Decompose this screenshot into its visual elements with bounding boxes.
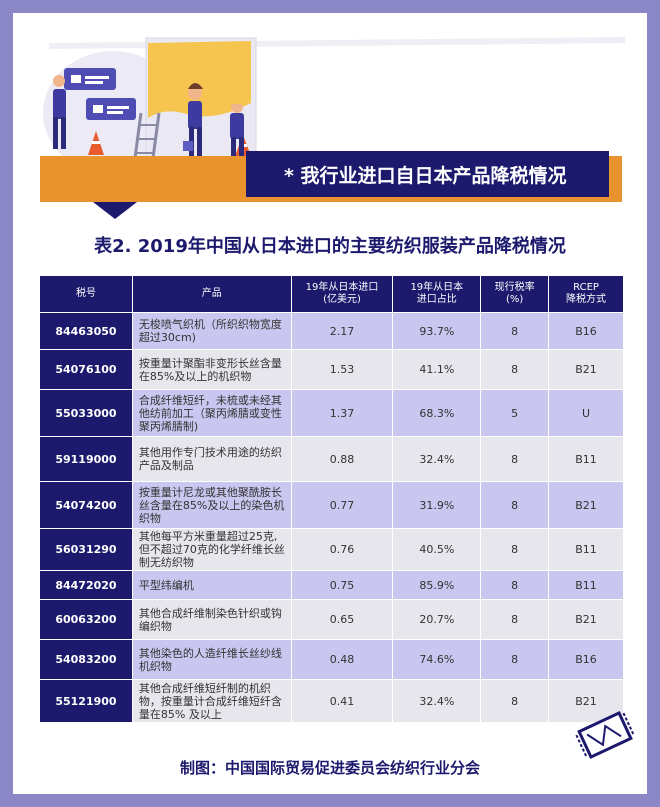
hs-code-cell: 54076100	[40, 350, 132, 389]
rcep-method-cell: B21	[549, 482, 623, 528]
product-cell: 无梭喷气织机（所织织物宽度超过30cm)	[132, 313, 291, 349]
hs-code-cell: 56031290	[40, 529, 132, 570]
product-cell: 其他用作专门技术用途的纺织产品及制品	[132, 437, 291, 481]
credit-footer: 制图：中国国际贸易促进委员会纺织行业分会	[179, 759, 480, 777]
tariff-rate-cell: 8	[481, 350, 549, 389]
import-share-cell: 68.3%	[393, 390, 481, 436]
tariff-rate-cell: 8	[481, 600, 549, 639]
import-value-cell: 1.53	[291, 350, 393, 389]
product-cell: 合成纤维短纤，未梳或未经其他纺前加工（聚丙烯腈或变性聚丙烯腈制)	[132, 390, 291, 436]
hs-code-cell: 59119000	[40, 437, 132, 481]
rcep-method-cell: B21	[549, 680, 623, 722]
rcep-method-cell: B16	[549, 313, 623, 349]
table-row: 55033000 合成纤维短纤，未梳或未经其他纺前加工（聚丙烯腈或变性聚丙烯腈制)…	[40, 390, 623, 436]
banner-pointer	[93, 202, 137, 219]
import-value-cell: 0.88	[291, 437, 393, 481]
column-header: 产品	[132, 276, 291, 312]
import-value-cell: 0.65	[291, 600, 393, 639]
table-row: 60063200 其他合成纤维制染色针织或钩编织物 0.65 20.7% 8 B21	[40, 600, 623, 639]
table-title: 表2. 2019年中国从日本进口的主要纺织服装产品降税情况	[94, 236, 566, 257]
workers-illustration	[39, 37, 629, 175]
column-header: RCEP 降税方式	[549, 276, 623, 312]
tariff-rate-cell: 8	[481, 313, 549, 349]
rcep-method-cell: B16	[549, 640, 623, 679]
hs-code-cell: 54074200	[40, 482, 132, 528]
import-share-cell: 32.4%	[393, 680, 481, 722]
product-cell: 其他合成纤维短纤制的机织物，按重量计合成纤维短纤含量在85% 及以上	[132, 680, 291, 722]
table-row: 84463050 无梭喷气织机（所织织物宽度超过30cm) 2.17 93.7% 8 B1…	[40, 313, 623, 349]
table-header-row: 税号 产品 19年从日本进口 (亿美元) 19年从日本 进口占比 现行税率 (%) RCE…	[40, 276, 623, 312]
rcep-method-cell: B11	[549, 571, 623, 599]
hs-code-cell: 54083200	[40, 640, 132, 679]
import-value-cell: 1.37	[291, 390, 393, 436]
product-cell: 按重量计聚酯非变形长丝含量在85%及以上的机织物	[132, 350, 291, 389]
tariff-rate-cell: 8	[481, 437, 549, 481]
hs-code-cell: 60063200	[40, 600, 132, 639]
table-row: 56031290 其他每平方米重量超过25克,但不超过70克的化学纤维长丝制无纺织…	[40, 529, 623, 570]
import-share-cell: 32.4%	[393, 437, 481, 481]
column-header: 19年从日本 进口占比	[393, 276, 481, 312]
import-share-cell: 93.7%	[393, 313, 481, 349]
import-value-cell: 0.76	[291, 529, 393, 570]
product-cell: 按重量计尼龙或其他聚酰胺长丝含量在85%及以上的染色机织物	[132, 482, 291, 528]
import-value-cell: 0.48	[291, 640, 393, 679]
rcep-method-cell: B21	[549, 350, 623, 389]
table-row: 54076100 按重量计聚酯非变形长丝含量在85%及以上的机织物 1.53 41.1…	[40, 350, 623, 389]
import-share-cell: 41.1%	[393, 350, 481, 389]
poster-card: * 我行业进口自日本产品降税情况 表2. 2019年中国从日本进口的主要纺织服装…	[13, 13, 647, 794]
import-share-cell: 31.9%	[393, 482, 481, 528]
section-title: * 我行业进口自日本产品降税情况	[246, 151, 609, 197]
product-cell: 其他合成纤维制染色针织或钩编织物	[132, 600, 291, 639]
import-share-cell: 40.5%	[393, 529, 481, 570]
tariff-rate-cell: 5	[481, 390, 549, 436]
column-header: 税号	[40, 276, 132, 312]
hs-code-cell: 84463050	[40, 313, 132, 349]
hs-code-cell: 55121900	[40, 680, 132, 722]
table-row: 59119000 其他用作专门技术用途的纺织产品及制品 0.88 32.4% 8 B11	[40, 437, 623, 481]
hs-code-cell: 55033000	[40, 390, 132, 436]
column-header: 19年从日本进口 (亿美元)	[291, 276, 393, 312]
column-header: 现行税率 (%)	[481, 276, 549, 312]
import-value-cell: 2.17	[291, 313, 393, 349]
import-share-cell: 20.7%	[393, 600, 481, 639]
table-row: 55121900 其他合成纤维短纤制的机织物，按重量计合成纤维短纤含量在85% 及…	[40, 680, 623, 722]
product-cell: 其他染色的人造纤维长丝纱线机织物	[132, 640, 291, 679]
fabric-stamp-icon	[575, 711, 635, 759]
tariff-rate-cell: 8	[481, 680, 549, 722]
import-value-cell: 0.41	[291, 680, 393, 722]
tariff-table: 税号 产品 19年从日本进口 (亿美元) 19年从日本 进口占比 现行税率 (%) RCE…	[39, 275, 624, 723]
import-value-cell: 0.77	[291, 482, 393, 528]
rcep-method-cell: U	[549, 390, 623, 436]
table-row: 54083200 其他染色的人造纤维长丝纱线机织物 0.48 74.6% 8 B16	[40, 640, 623, 679]
tariff-rate-cell: 8	[481, 529, 549, 570]
table-row: 54074200 按重量计尼龙或其他聚酰胺长丝含量在85%及以上的染色机织物 0.7…	[40, 482, 623, 528]
hs-code-cell: 84472020	[40, 571, 132, 599]
rcep-method-cell: B11	[549, 529, 623, 570]
import-value-cell: 0.75	[291, 571, 393, 599]
rcep-method-cell: B21	[549, 600, 623, 639]
tariff-rate-cell: 8	[481, 640, 549, 679]
import-share-cell: 74.6%	[393, 640, 481, 679]
import-share-cell: 85.9%	[393, 571, 481, 599]
tariff-rate-cell: 8	[481, 482, 549, 528]
tariff-rate-cell: 8	[481, 571, 549, 599]
rcep-method-cell: B11	[549, 437, 623, 481]
product-cell: 其他每平方米重量超过25克,但不超过70克的化学纤维长丝制无纺织物	[132, 529, 291, 570]
table-body: 84463050 无梭喷气织机（所织织物宽度超过30cm) 2.17 93.7% 8 B1…	[40, 313, 623, 722]
product-cell: 平型纬编机	[132, 571, 291, 599]
table-row: 84472020 平型纬编机 0.75 85.9% 8 B11	[40, 571, 623, 599]
